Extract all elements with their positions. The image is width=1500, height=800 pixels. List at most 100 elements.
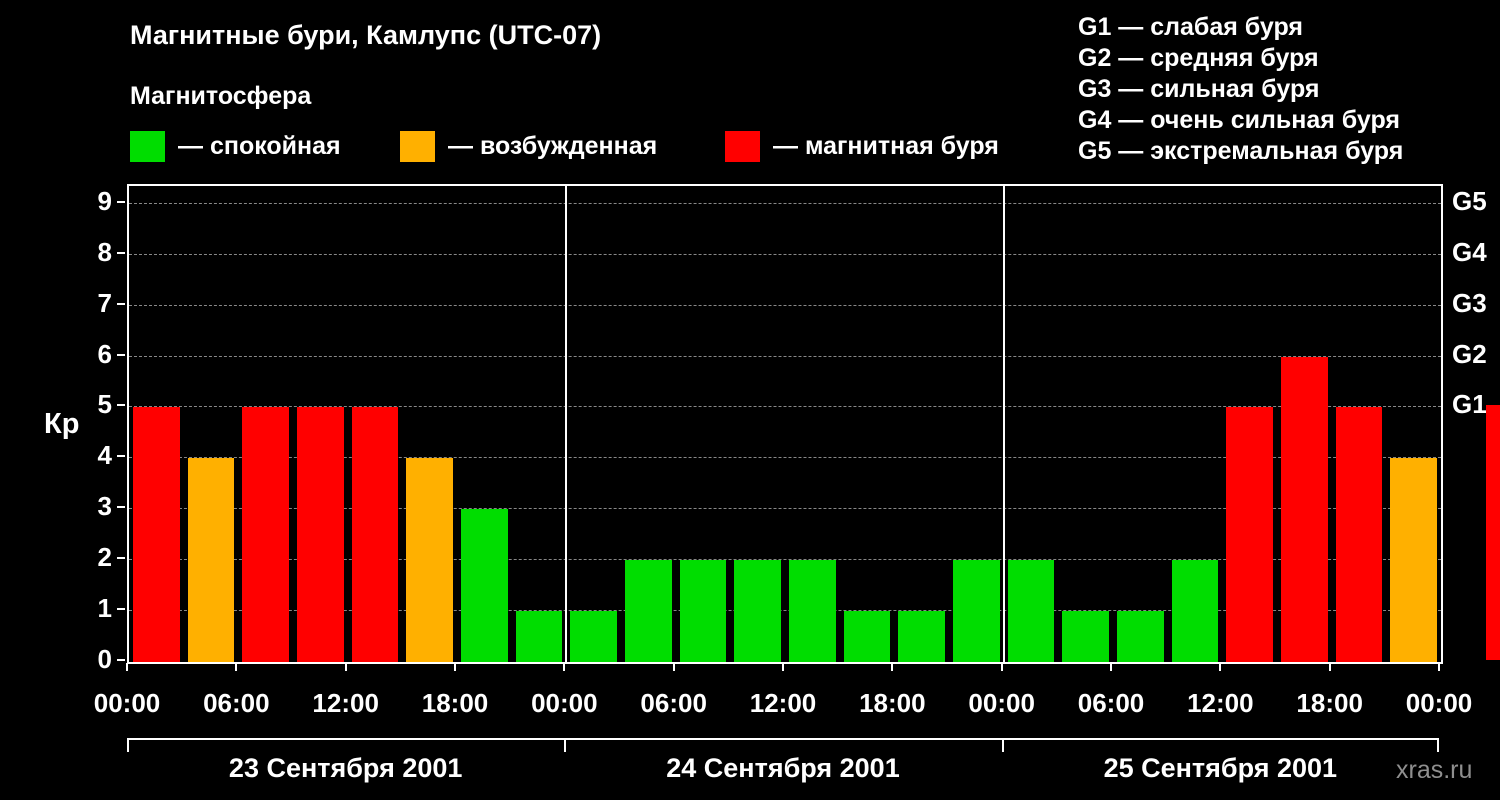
kp-bar [679,560,727,662]
x-axis-tick [672,663,675,671]
kp-bar [570,611,617,662]
x-axis-tick [126,663,128,671]
x-axis-tick-label: 06:00 [640,688,707,718]
kp-gridline [129,304,1441,306]
kp-gridline [129,202,1441,204]
kp-bar [1390,458,1437,662]
x-axis-tick [891,663,894,671]
y-axis-tick [117,659,125,661]
y-axis-tick-label: 6 [97,338,112,369]
g-legend-line: G4 — очень сильная буря [1078,106,1400,134]
legend-swatch-active [400,131,435,162]
day-label: 24 Сентября 2001 [666,753,900,783]
plot-area [127,184,1443,664]
y-axis-title: Кр [44,408,80,440]
y-axis-tick [117,200,125,203]
kp-bar [242,407,289,662]
g-scale-label: G2 [1452,338,1487,369]
kp-bar [789,560,836,662]
page-title: Магнитные бури, Камлупс (UTC-07) [130,20,602,50]
x-axis-tick [1110,663,1112,671]
y-axis-tick [117,506,125,509]
g-scale-label: G3 [1452,287,1487,318]
legend-swatch-quiet [130,131,165,162]
x-axis-tick-label: 18:00 [859,688,926,718]
legend-item-quiet: — спокойная [130,131,341,162]
y-axis-tick [117,353,125,356]
day-axis-tick [564,738,567,752]
x-axis-tick-label: 00:00 [93,688,161,718]
g-scale-label: G5 [1452,185,1487,216]
kp-bar [187,458,235,662]
y-axis-tick-label: 9 [97,185,112,216]
kp-gridline [129,559,1441,561]
x-axis-tick [1000,663,1003,671]
kp-bar [351,407,399,662]
kp-bar [133,407,180,662]
g-legend-line: G5 — экстремальная буря [1078,137,1404,165]
kp-bar [625,560,672,662]
kp-bar [898,611,945,662]
kp-bar [1281,356,1328,662]
x-axis-tick-label: 18:00 [1296,688,1363,718]
kp-bar [1117,611,1164,662]
y-axis-tick [117,251,125,254]
y-axis-tick-label: 3 [97,491,112,522]
y-axis-tick-label: 7 [97,287,112,318]
kp-bar [1226,407,1273,662]
x-axis-tick-label: 12:00 [312,688,379,718]
x-axis-tick-label: 06:00 [1077,688,1145,718]
kp-bar [734,560,781,662]
legend-item-storm: — магнитная буря [725,131,999,162]
kp-bar [406,458,453,662]
g-legend-line: G2 — средняя буря [1078,44,1319,72]
y-axis-tick-label: 4 [97,440,112,471]
legend-item-active: — возбужденная [400,131,657,162]
kp-bar [1062,611,1109,662]
kp-bar [461,509,508,662]
x-axis-tick-label: 12:00 [749,688,817,718]
day-axis-tick [1001,738,1004,752]
legend-label: — спокойная [178,132,341,160]
kp-bar [297,407,344,662]
kp-bar-partial [1486,405,1500,660]
day-axis-tick [1437,738,1439,752]
watermark: xras.ru [1396,756,1473,784]
day-axis-line [127,738,1439,740]
y-axis-tick [117,302,125,305]
kp-bar [1171,560,1219,662]
x-axis-tick [1438,663,1440,671]
day-axis-tick [127,738,129,752]
y-axis-tick [117,557,125,560]
kp-bar [843,611,891,662]
x-axis-tick [563,663,566,671]
legend-label: — магнитная буря [773,132,999,160]
x-axis-tick [344,663,347,671]
g-scale-legend: G1 — слабая буря G2 — средняя буря G3 — си… [1078,12,1403,167]
legend-label: — возбужденная [448,132,658,160]
kp-gridline [129,610,1441,612]
day-boundary-line [1002,186,1005,662]
y-axis-tick-label: 0 [97,644,112,674]
y-axis-tick-label: 5 [97,389,112,420]
day-label: 23 Сентября 2001 [228,753,463,783]
y-axis-tick-label: 2 [97,542,112,573]
x-axis-tick [1328,663,1331,671]
g-legend-line: G1 — слабая буря [1078,13,1304,41]
x-axis-tick [235,663,238,671]
x-axis-tick-label: 12:00 [1187,688,1254,718]
kp-gridline [129,406,1441,408]
kp-gridline [129,508,1441,510]
day-label: 25 Сентября 2001 [1103,753,1338,783]
g-legend-line: G3 — сильная буря [1078,75,1320,103]
chart-subtitle: Магнитосфера [130,82,312,110]
y-axis-tick-label: 8 [97,236,112,267]
g-scale-label: G4 [1452,236,1487,267]
y-axis-tick [117,455,125,458]
kp-gridline [129,457,1441,459]
kp-gridline [129,355,1441,357]
kp-bar [1335,407,1383,662]
legend-swatch-storm [725,131,760,162]
x-axis-tick-label: 00:00 [1405,688,1473,718]
